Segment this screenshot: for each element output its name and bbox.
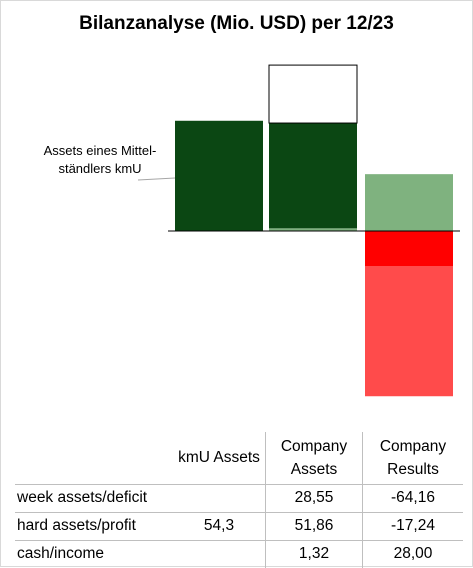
- table-corner: [15, 432, 173, 484]
- table-cell: 54,3: [203, 517, 235, 534]
- table-cell: [173, 484, 266, 512]
- row-label: cash/income: [17, 545, 105, 563]
- table-cell: 1,32: [265, 540, 363, 568]
- col-header-company-assets: Company Assets: [265, 432, 363, 484]
- table-cell: 28,55: [265, 484, 363, 512]
- table-row: cash/income 1,32 28,00: [15, 540, 463, 568]
- bar-segment: [268, 64, 358, 124]
- bar-segment: [175, 120, 263, 231]
- data-table: kmU Assets Company Assets Company Result…: [15, 432, 463, 568]
- row-label: week assets/deficit: [17, 489, 148, 506]
- bar-segment: [365, 231, 453, 266]
- bar-segment: [269, 228, 357, 231]
- col-header-company-results: Company Results: [362, 432, 463, 484]
- row-label: hard assets/profit: [17, 517, 136, 534]
- table-row: hard assets/profit 54,3 51,86 -17,24: [15, 512, 463, 540]
- bar-segment: [365, 174, 453, 231]
- bar-segment: [269, 123, 357, 229]
- chart-title: Bilanzanalyse (Mio. USD) per 12/23: [79, 13, 394, 34]
- bar-chart: [137, 64, 460, 397]
- bar-segment: [365, 265, 453, 397]
- table-cell: 51,86: [265, 512, 363, 540]
- table-cell: -17,24: [362, 512, 463, 540]
- table-cell: [173, 540, 266, 568]
- table-row: week assets/deficit 28,55 -64,16: [15, 484, 463, 512]
- annotation-leader-line: [137, 177, 176, 181]
- table-cell: -64,16: [362, 484, 463, 512]
- table-cell: 28,00: [362, 540, 463, 568]
- col-header-kmu-assets: kmU Assets: [178, 449, 260, 467]
- annotation-label: Assets eines Mittel-ständlers kmU: [43, 143, 157, 176]
